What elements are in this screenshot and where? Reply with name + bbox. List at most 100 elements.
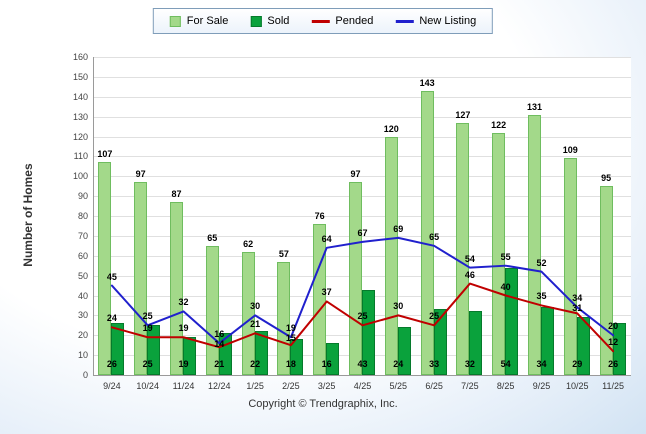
sold-value-label: 34 [536, 359, 547, 369]
legend: For Sale Sold Pended New Listing [152, 8, 494, 34]
pended-value-label: 15 [285, 333, 296, 344]
sold-value-label: 54 [500, 359, 511, 369]
x-axis-tick-label: 12/24 [208, 381, 231, 391]
pended-value-label: 12 [608, 337, 619, 348]
for-sale-bar [170, 202, 183, 375]
x-axis-tick-label: 2/25 [282, 381, 300, 391]
gridline [94, 76, 631, 78]
y-axis-tick-label: 20 [77, 330, 88, 341]
gridline [94, 176, 631, 178]
sold-bar [469, 311, 483, 375]
new-listing-value-label: 16 [214, 329, 225, 340]
new-listing-line [110, 236, 615, 345]
for-sale-bar [241, 251, 255, 375]
for-sale-swatch-icon [169, 15, 181, 27]
sold-swatch-icon [250, 15, 262, 27]
sold-value-label: 16 [321, 359, 332, 369]
sold-bar [183, 337, 196, 375]
x-axis-tick-label: 11/24 [172, 381, 195, 391]
new-listing-value-label: 25 [142, 311, 153, 322]
sold-bar [397, 327, 411, 375]
sold-value-label: 19 [178, 359, 189, 369]
new-listing-value-label: 20 [608, 321, 619, 332]
y-axis-tick-label: 100 [72, 171, 88, 182]
gridline [94, 196, 631, 198]
for-sale-value-label: 97 [350, 169, 361, 180]
legend-label-sold: Sold [267, 15, 290, 27]
x-axis-tick-label: 4/25 [353, 381, 372, 391]
y-axis-tick-label: 160 [72, 52, 88, 62]
new-listing-value-label: 64 [321, 233, 332, 244]
plot-area: 0 10 20 30 40 50 60 70 80 90 100 110 120 130 140 150 160… [73, 52, 631, 391]
sold-bar [111, 323, 125, 375]
legend-label-pended: Pended [335, 15, 374, 27]
sold-value-label: 18 [285, 359, 296, 369]
new-listing-value-label: 34 [572, 293, 583, 304]
new-listing-value-label: 65 [429, 231, 440, 242]
for-sale-bar [563, 158, 577, 375]
for-sale-value-label: 87 [171, 189, 182, 200]
x-axis-tick-label: 9/24 [103, 381, 121, 391]
y-axis-tick-label: 0 [82, 370, 88, 380]
legend-item-sold: Sold [250, 15, 289, 27]
y-axis-tick-label: 70 [77, 230, 88, 241]
y-axis-tick-label: 30 [77, 310, 88, 321]
x-axis-tick-label: 8/25 [496, 381, 515, 391]
pended-value-label: 30 [393, 301, 404, 312]
y-axis-tick-label: 60 [77, 250, 88, 261]
for-sale-bar [456, 122, 470, 375]
y-axis-tick-label: 40 [77, 290, 88, 301]
gridline [94, 136, 631, 138]
gridline [94, 57, 631, 58]
gridline [94, 96, 631, 98]
new-listing-value-label: 67 [357, 227, 368, 238]
for-sale-bar [205, 245, 219, 375]
for-sale-bar [349, 182, 362, 375]
gridline [94, 275, 631, 277]
x-axis-tick-label: 11/25 [602, 381, 625, 391]
for-sale-bar [420, 90, 434, 375]
sold-value-label: 24 [393, 359, 404, 369]
legend-item-new-listing: New Listing [395, 15, 476, 27]
y-axis-tick-label: 140 [72, 91, 88, 102]
sold-bar [541, 307, 554, 375]
sold-bar [254, 331, 268, 375]
pended-value-label: 25 [429, 311, 440, 322]
for-sale-value-label: 120 [383, 123, 399, 134]
pended-value-label: 24 [106, 313, 117, 324]
x-axis-tick-label: 3/25 [317, 381, 336, 391]
x-axis-tick-label: 5/25 [389, 381, 408, 391]
y-axis-tick-label: 150 [72, 71, 88, 82]
pended-value-label: 31 [572, 303, 583, 314]
y-axis-tick-label: 130 [72, 111, 88, 122]
for-sale-bar [98, 162, 112, 375]
gridline [94, 235, 631, 237]
x-axis-tick-label: 6/25 [425, 381, 443, 391]
pended-value-label: 25 [357, 311, 368, 322]
for-sale-bar [492, 132, 506, 375]
sold-value-label: 29 [572, 359, 583, 369]
x-axis-tick-label: 10/24 [136, 381, 159, 391]
legend-label-new-listing: New Listing [419, 15, 477, 27]
sold-bar [362, 289, 375, 375]
pended-line [110, 282, 615, 353]
pended-value-label: 19 [178, 323, 189, 334]
pended-value-label: 40 [500, 281, 511, 292]
x-axis-tick-label: 9/25 [532, 381, 551, 391]
for-sale-value-label: 76 [314, 210, 325, 221]
sold-bar [433, 309, 447, 375]
y-axis-tick-label: 50 [77, 270, 88, 281]
for-sale-bar [528, 114, 541, 375]
for-sale-value-label: 109 [562, 145, 578, 156]
sold-value-label: 22 [250, 359, 261, 369]
sold-bar [505, 267, 519, 375]
x-axis-tick-label: 7/25 [461, 381, 479, 391]
pended-value-label: 19 [142, 323, 153, 334]
y-axis-tick-label: 110 [73, 151, 88, 162]
new-listing-value-label: 69 [393, 223, 404, 234]
y-axis-tick-label: 90 [77, 191, 88, 202]
gridline [94, 255, 631, 257]
legend-item-pended: Pended [311, 15, 373, 27]
for-sale-bar [313, 223, 327, 375]
